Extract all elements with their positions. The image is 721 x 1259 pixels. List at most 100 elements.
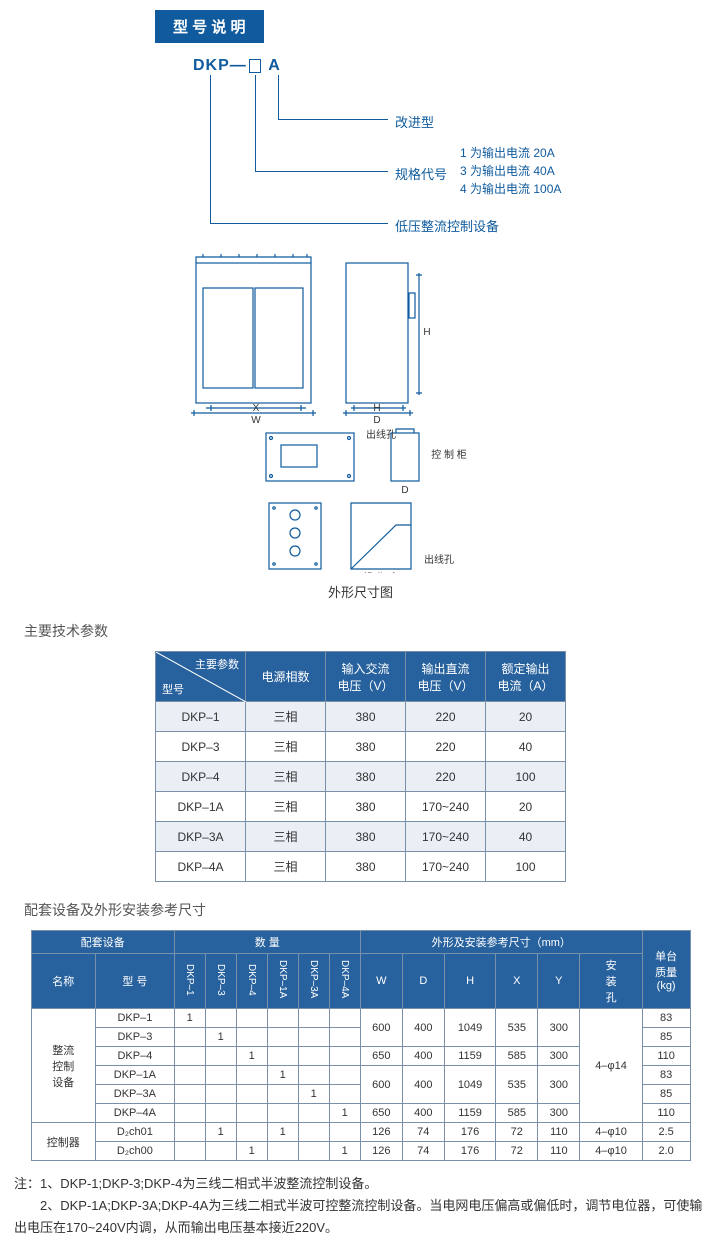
- table-cell: 170~240: [406, 792, 486, 822]
- table-cell: [236, 1104, 267, 1123]
- col-header: 数 量: [174, 931, 360, 954]
- col-header: DKP–4: [236, 954, 267, 1009]
- table-cell: 220: [406, 732, 486, 762]
- col-header: X: [496, 954, 538, 1009]
- col-header: H: [444, 954, 495, 1009]
- table-cell: 4–φ10: [580, 1123, 642, 1142]
- table-cell: 110: [642, 1104, 690, 1123]
- model-explanation-section: 型 号 说 明 DKP— A 改进型 规格代号 1 为输出电流 20A 3 为输…: [0, 0, 721, 247]
- table2-title: 配套设备及外形安装参考尺寸: [24, 900, 721, 920]
- table-cell: 72: [496, 1142, 538, 1161]
- table-row: DKP–1三相38022020: [156, 702, 566, 732]
- table-cell: [205, 1085, 236, 1104]
- table-cell: 380: [326, 822, 406, 852]
- table-cell: DKP–4: [96, 1047, 175, 1066]
- table-cell: 1: [267, 1066, 298, 1085]
- table-cell: 4–φ10: [580, 1142, 642, 1161]
- table-row: DKP–4A三相380170~240100: [156, 852, 566, 882]
- table-cell: 1: [174, 1009, 205, 1028]
- table-cell: 1049: [444, 1066, 495, 1104]
- table-cell: [267, 1142, 298, 1161]
- svg-text:X: X: [252, 403, 259, 414]
- svg-text:出线孔: 出线孔: [424, 553, 454, 566]
- col-header: Y: [538, 954, 580, 1009]
- table-cell: [298, 1009, 329, 1028]
- table-cell: 20: [486, 702, 566, 732]
- table-cell: 83: [642, 1066, 690, 1085]
- table-row: DKP–3三相38022040: [156, 732, 566, 762]
- table-cell: 600: [360, 1066, 402, 1104]
- svg-text:D: D: [401, 485, 408, 496]
- table-cell: [174, 1047, 205, 1066]
- table-cell: [174, 1028, 205, 1047]
- table-cell: 600: [360, 1009, 402, 1047]
- dimensions-table: 配套设备 数 量 外形及安装参考尺寸（mm） 单台 质量 (kg) 名称型 号D…: [31, 930, 691, 1161]
- table1-title: 主要技术参数: [24, 621, 721, 641]
- table-cell: [174, 1123, 205, 1142]
- table-cell: [236, 1085, 267, 1104]
- table-cell: [236, 1028, 267, 1047]
- table-cell: 83: [642, 1009, 690, 1028]
- diag-bot: 型号: [162, 681, 184, 697]
- table-cell: 40: [486, 732, 566, 762]
- table-cell: 控制器: [31, 1123, 96, 1161]
- table-cell: 74: [402, 1142, 444, 1161]
- diag-top: 主要参数: [195, 656, 239, 672]
- table-cell: 三相: [246, 822, 326, 852]
- table-cell: [205, 1066, 236, 1085]
- table-cell: [298, 1142, 329, 1161]
- model-code-diagram: DKP— A 改进型 规格代号 1 为输出电流 20A 3 为输出电流 40A …: [155, 57, 721, 247]
- table-cell: [236, 1009, 267, 1028]
- table-cell: [329, 1028, 360, 1047]
- table-cell: DKP–1: [156, 702, 246, 732]
- table-cell: 380: [326, 702, 406, 732]
- table-cell: 110: [642, 1047, 690, 1066]
- table-cell: DKP–1: [96, 1009, 175, 1028]
- footnote-2: 2、DKP-1A;DKP-3A;DKP-4A为三线二相式半波可控整流控制设备。当…: [14, 1195, 707, 1239]
- table-row: D₂ch001112674176721104–φ102.0: [31, 1142, 690, 1161]
- table-cell: 400: [402, 1047, 444, 1066]
- table-cell: 三相: [246, 702, 326, 732]
- table-cell: [267, 1047, 298, 1066]
- table-cell: D₂ch01: [96, 1123, 175, 1142]
- table-cell: 170~240: [406, 852, 486, 882]
- table-cell: 110: [538, 1142, 580, 1161]
- col-header: 配套设备: [31, 931, 174, 954]
- table-cell: DKP–4: [156, 762, 246, 792]
- svg-text:H: H: [423, 327, 430, 338]
- svg-text:控 制 柜: 控 制 柜: [431, 448, 467, 461]
- table-cell: 三相: [246, 762, 326, 792]
- table-cell: [174, 1066, 205, 1085]
- svg-text:W: W: [251, 415, 261, 426]
- col-header: 型 号: [96, 954, 175, 1009]
- table-cell: 380: [326, 762, 406, 792]
- table-cell: 300: [538, 1066, 580, 1104]
- table-cell: DKP–4A: [96, 1104, 175, 1123]
- spec-note-2: 3 为输出电流 40A: [460, 162, 561, 180]
- table-cell: 650: [360, 1047, 402, 1066]
- table-cell: 1: [298, 1085, 329, 1104]
- code-prefix: DKP—: [193, 57, 247, 74]
- label-spec: 规格代号: [395, 164, 447, 183]
- table-cell: [267, 1104, 298, 1123]
- table-cell: [236, 1123, 267, 1142]
- table-cell: 85: [642, 1085, 690, 1104]
- table-cell: 100: [486, 852, 566, 882]
- table-cell: 380: [326, 792, 406, 822]
- table-cell: [298, 1047, 329, 1066]
- table-cell: DKP–3: [156, 732, 246, 762]
- spec-note-3: 4 为输出电流 100A: [460, 180, 561, 198]
- table-body: DKP–1三相38022020DKP–3三相38022040DKP–4三相380…: [156, 702, 566, 882]
- code-suffix: A: [268, 57, 281, 74]
- table-cell: [267, 1085, 298, 1104]
- table-cell: 74: [402, 1123, 444, 1142]
- table-cell: DKP–3A: [96, 1085, 175, 1104]
- table-cell: 85: [642, 1028, 690, 1047]
- table-cell: 三相: [246, 852, 326, 882]
- specs-table: 主要参数 型号 电源相数 输入交流 电压（V） 输出直流 电压（V） 额定输出 …: [155, 651, 566, 882]
- table-cell: [298, 1104, 329, 1123]
- table-cell: 1: [236, 1142, 267, 1161]
- col-header: 单台 质量 (kg): [642, 931, 690, 1009]
- label-improved: 改进型: [395, 112, 434, 131]
- table-cell: 100: [486, 762, 566, 792]
